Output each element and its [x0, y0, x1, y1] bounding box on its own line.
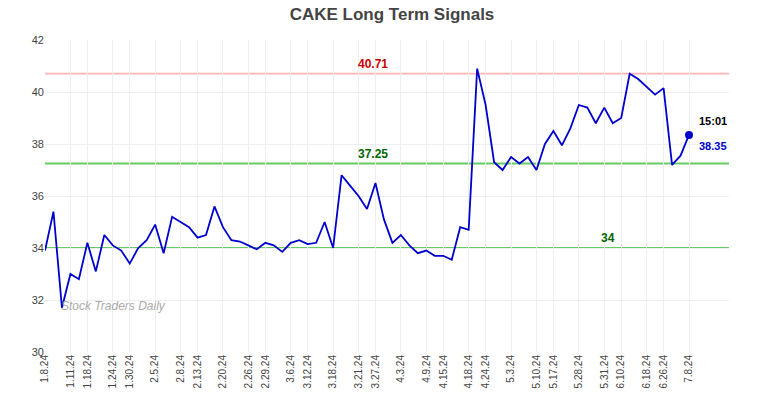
svg-text:5.31.24: 5.31.24 [599, 355, 610, 389]
svg-text:1.24.24: 1.24.24 [107, 355, 118, 389]
svg-text:CAKE Long Term Signals: CAKE Long Term Signals [290, 5, 495, 24]
svg-text:3.12.24: 3.12.24 [302, 355, 313, 389]
svg-text:38: 38 [32, 138, 44, 150]
svg-text:6.10.24: 6.10.24 [615, 355, 626, 389]
svg-text:1.8.24: 1.8.24 [39, 355, 50, 383]
svg-text:3.27.24: 3.27.24 [370, 355, 381, 389]
svg-text:34: 34 [32, 242, 44, 254]
svg-text:3.6.24: 3.6.24 [285, 355, 296, 383]
svg-text:36: 36 [32, 190, 44, 202]
svg-text:2.5.24: 2.5.24 [149, 355, 160, 383]
svg-text:2.29.24: 2.29.24 [260, 355, 271, 389]
svg-text:34: 34 [601, 231, 615, 245]
svg-text:5.28.24: 5.28.24 [573, 355, 584, 389]
svg-text:4.9.24: 4.9.24 [421, 355, 432, 383]
svg-text:40: 40 [32, 86, 44, 98]
svg-text:40.71: 40.71 [358, 57, 388, 71]
svg-text:30: 30 [32, 346, 44, 358]
svg-text:6.18.24: 6.18.24 [641, 355, 652, 389]
svg-text:5.10.24: 5.10.24 [531, 355, 542, 389]
svg-text:3.21.24: 3.21.24 [353, 355, 364, 389]
svg-text:2.8.24: 2.8.24 [175, 355, 186, 383]
svg-text:4.18.24: 4.18.24 [463, 355, 474, 389]
svg-text:4.3.24: 4.3.24 [395, 355, 406, 383]
svg-text:42: 42 [32, 34, 44, 46]
svg-text:38.35: 38.35 [699, 140, 727, 152]
svg-text:2.13.24: 2.13.24 [192, 355, 203, 389]
svg-text:Stock Traders Daily: Stock Traders Daily [61, 299, 166, 313]
svg-text:3.18.24: 3.18.24 [327, 355, 338, 389]
svg-text:1.18.24: 1.18.24 [82, 355, 93, 389]
svg-text:32: 32 [32, 294, 44, 306]
svg-text:2.20.24: 2.20.24 [217, 355, 228, 389]
svg-text:4.15.24: 4.15.24 [438, 355, 449, 389]
svg-text:4.24.24: 4.24.24 [480, 355, 491, 389]
svg-text:1.11.24: 1.11.24 [65, 355, 76, 388]
svg-text:2.26.24: 2.26.24 [243, 355, 254, 389]
svg-text:5.17.24: 5.17.24 [548, 355, 559, 389]
svg-text:7.8.24: 7.8.24 [683, 355, 694, 383]
svg-text:37.25: 37.25 [358, 147, 388, 161]
svg-text:1.30.24: 1.30.24 [124, 355, 135, 389]
svg-text:15:01: 15:01 [699, 115, 727, 127]
svg-text:6.26.24: 6.26.24 [658, 355, 669, 389]
svg-text:5.3.24: 5.3.24 [505, 355, 516, 383]
